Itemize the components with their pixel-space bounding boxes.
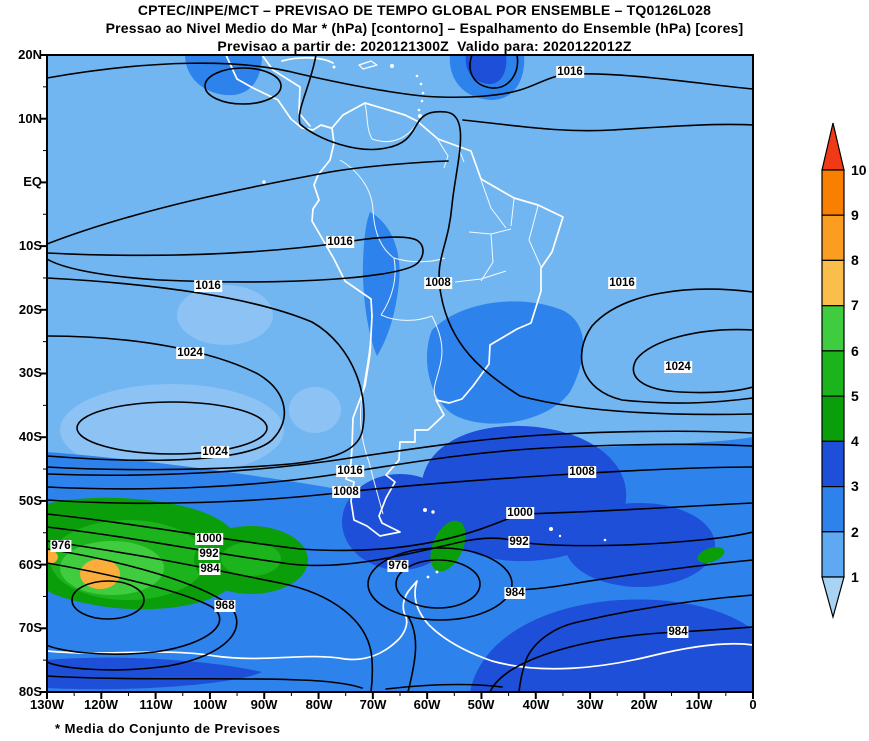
contour-label: 1016 [608,277,636,289]
contour-label: 1000 [195,533,223,545]
axis-ticks [40,54,754,699]
coastlines [47,55,753,670]
contour-label: 1016 [336,465,364,477]
chart-title: CPTEC/INPE/MCT – PREVISAO DE TEMPO GLOBA… [137,2,712,18]
contour-label: 1000 [506,507,534,519]
spread-shading [47,55,753,692]
colorbar-tick-label: 6 [851,343,859,359]
contour-label: 1024 [176,347,204,359]
colorbar-tick-label: 4 [851,433,859,449]
lon-tick-label: 40W [522,697,550,712]
colorbar-below-min-arrow [821,576,845,620]
lat-tick-label: EQ [23,174,42,189]
contour-label: 984 [667,626,689,638]
map-field [47,55,753,692]
contour-label: 1008 [332,486,360,498]
lon-tick-label: 50W [467,697,495,712]
lat-tick-label: 10S [18,238,42,253]
colorbar-tick-label: 1 [851,569,859,585]
contour-label: 984 [199,563,221,575]
lon-tick-label: 120W [84,697,118,712]
contour-label: 976 [50,540,72,552]
lat-tick-label: 20N [18,47,42,62]
lat-tick-label: 20S [18,302,42,317]
island-dots [262,64,607,579]
colorbar-tick-label: 2 [851,524,859,540]
contour-label: 1008 [568,466,596,478]
colorbar-tick-label: 3 [851,478,859,494]
contour-label: 1016 [326,236,354,248]
lon-tick-label: 60W [413,697,441,712]
contour-label: 1024 [664,361,692,373]
lon-tick-label: 80W [305,697,333,712]
colorbar-above-max-arrow [821,122,845,171]
colorbar-tick-label: 7 [851,297,859,313]
lon-tick-label: 10W [685,697,713,712]
lon-tick-label: 20W [630,697,658,712]
lat-tick-label: 10N [18,111,42,126]
contour-label: 1008 [424,277,452,289]
lat-tick-label: 40S [18,429,42,444]
lon-tick-label: 90W [250,697,278,712]
contour-label: 1016 [556,66,584,78]
lat-tick-label: 70S [18,620,42,635]
lon-tick-label: 130W [30,697,64,712]
footnote: * Media do Conjunto de Previsoes [55,721,281,736]
contour-label: 1024 [201,446,229,458]
contour-label: 1016 [194,280,222,292]
lat-tick-label: 50S [18,493,42,508]
lon-tick-label: 0 [749,697,757,712]
lat-tick-label: 30S [18,365,42,380]
colorbar-tick-label: 10 [851,162,867,178]
contour-label: 984 [504,587,526,599]
lat-tick-label: 60S [18,557,42,572]
lon-tick-label: 110W [139,697,173,712]
colorbar-tick-label: 5 [851,388,859,404]
contour-label: 968 [214,600,236,612]
lon-tick-label: 70W [359,697,387,712]
colorbar [821,122,845,620]
chart-valid-line: Previsao a partir de: 2020121300Z Valido… [217,38,632,54]
contour-label: 992 [508,536,530,548]
colorbar-tick-label: 8 [851,252,859,268]
chart-subtitle: Pressao ao Nivel Medio do Mar * (hPa) [c… [105,20,744,36]
contour-label: 992 [198,548,220,560]
lat-tick-label: 80S [18,684,42,699]
lon-tick-label: 30W [576,697,604,712]
contour-label: 976 [387,560,409,572]
colorbar-tick-label: 9 [851,207,859,223]
lon-tick-label: 100W [193,697,227,712]
